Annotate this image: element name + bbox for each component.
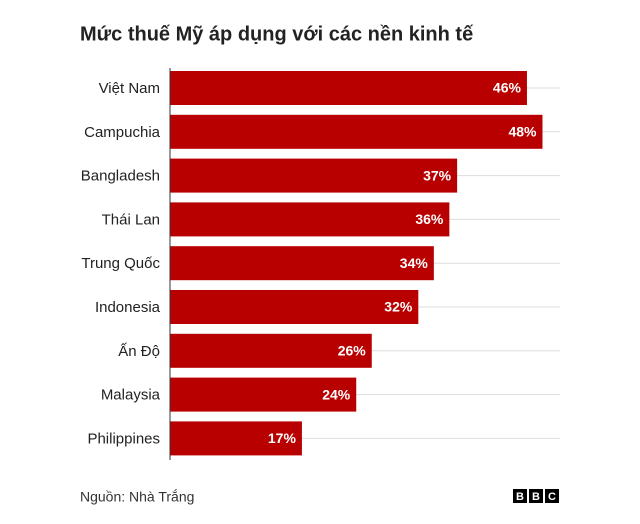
- category-label: Bangladesh: [81, 168, 160, 185]
- value-label: 32%: [384, 299, 413, 315]
- bar: [170, 377, 357, 412]
- category-label: Indonesia: [95, 299, 161, 316]
- value-label: 36%: [415, 211, 444, 227]
- source: Nguồn: Nhà Trắng: [80, 489, 194, 505]
- logo-letter: B: [532, 491, 540, 503]
- bar: [170, 202, 450, 237]
- bar: [170, 333, 372, 368]
- value-label: 34%: [400, 255, 429, 271]
- category-label: Malaysia: [101, 387, 161, 404]
- category-label: Campuchia: [84, 124, 161, 141]
- bar: [170, 246, 434, 281]
- value-label: 37%: [423, 167, 452, 183]
- category-label: Trung Quốc: [81, 255, 160, 272]
- logo-box: [545, 489, 559, 503]
- logo-box: [529, 489, 543, 503]
- logo-letter: C: [548, 491, 556, 503]
- bar: [170, 158, 458, 193]
- value-label: 17%: [268, 430, 297, 446]
- bar: [170, 290, 419, 324]
- value-label: 26%: [338, 343, 367, 359]
- logo-letter: B: [516, 491, 524, 503]
- category-label: Việt Nam: [99, 80, 160, 97]
- value-label: 46%: [493, 80, 522, 96]
- bar: [170, 114, 543, 149]
- category-label: Ấn Độ: [118, 343, 160, 360]
- value-label: 48%: [508, 124, 537, 140]
- bar: [170, 71, 527, 105]
- category-label: Philippines: [87, 430, 160, 447]
- category-label: Thái Lan: [102, 211, 160, 228]
- chart-title: Mức thuế Mỹ áp dụng với các nền kinh tế: [80, 23, 474, 45]
- bar: [170, 421, 302, 456]
- logo-box: [513, 489, 527, 503]
- value-label: 24%: [322, 386, 351, 402]
